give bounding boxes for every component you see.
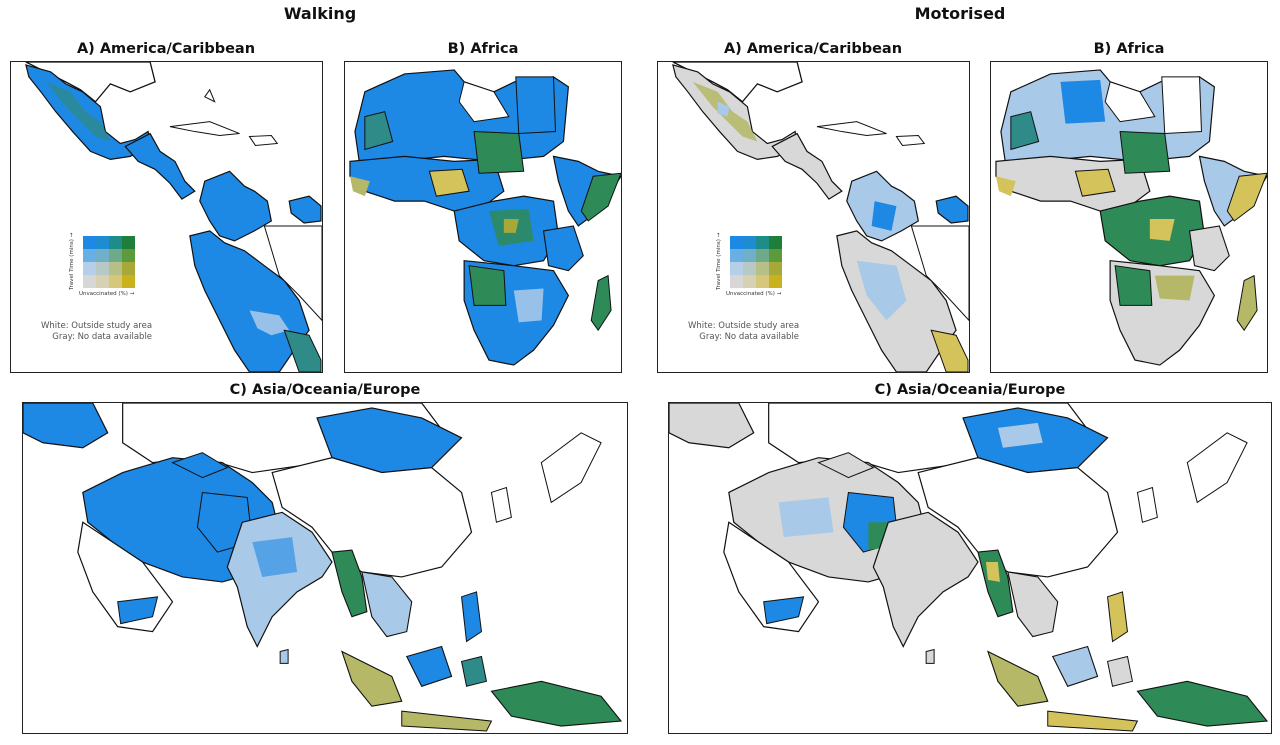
walk-asia-svg (23, 403, 623, 732)
walk-asia-title: C) Asia/Oceania/Europe (229, 382, 421, 398)
walk-africa-svg (349, 69, 621, 366)
note-gray: Gray: No data available (52, 332, 153, 342)
note-white: White: Outside study area (41, 321, 153, 331)
walk-asia-map (22, 402, 628, 734)
walk-africa-title: B) Africa (447, 41, 519, 57)
motor-asia-map (668, 402, 1272, 734)
motor-africa-map (990, 61, 1268, 373)
motor-asia-title: C) Asia/Oceania/Europe (874, 382, 1066, 398)
motor-africa-title: B) Africa (1093, 41, 1165, 57)
legend-y-axis-label: Travel Time (mins) → (69, 232, 75, 290)
walk-america-title: A) America/Caribbean (76, 41, 256, 57)
note-white: White: Outside study area (688, 321, 800, 331)
walk-america-legend: Travel Time (mins) → Unvaccinated (%) → (69, 232, 171, 302)
motor-america-legend: Travel Time (mins) → Unvaccinated (%) → (716, 232, 818, 302)
walk-africa-map (344, 61, 622, 373)
motor-africa-svg (995, 69, 1267, 366)
motor-america-map: Travel Time (mins) → Unvaccinated (%) → … (657, 61, 970, 373)
walking-column-title: Walking (283, 4, 357, 23)
legend-color-grid (730, 236, 782, 288)
walk-america-map: Travel Time (mins) → Unvaccinated (%) → … (10, 61, 323, 373)
legend-y-axis-label: Travel Time (mins) → (716, 232, 722, 290)
legend-x-axis-label: Unvaccinated (%) → (79, 291, 135, 297)
legend-x-axis-label: Unvaccinated (%) → (726, 291, 782, 297)
motorised-column-title: Motorised (914, 4, 1006, 23)
motor-america-note: White: Outside study area Gray: No data … (688, 321, 799, 343)
motor-america-title: A) America/Caribbean (723, 41, 903, 57)
walk-america-svg (25, 62, 322, 372)
note-gray: Gray: No data available (699, 332, 800, 342)
motor-america-svg (672, 62, 969, 372)
walk-america-note: White: Outside study area Gray: No data … (41, 321, 152, 343)
motor-asia-svg (669, 403, 1269, 732)
legend-color-grid (83, 236, 135, 288)
